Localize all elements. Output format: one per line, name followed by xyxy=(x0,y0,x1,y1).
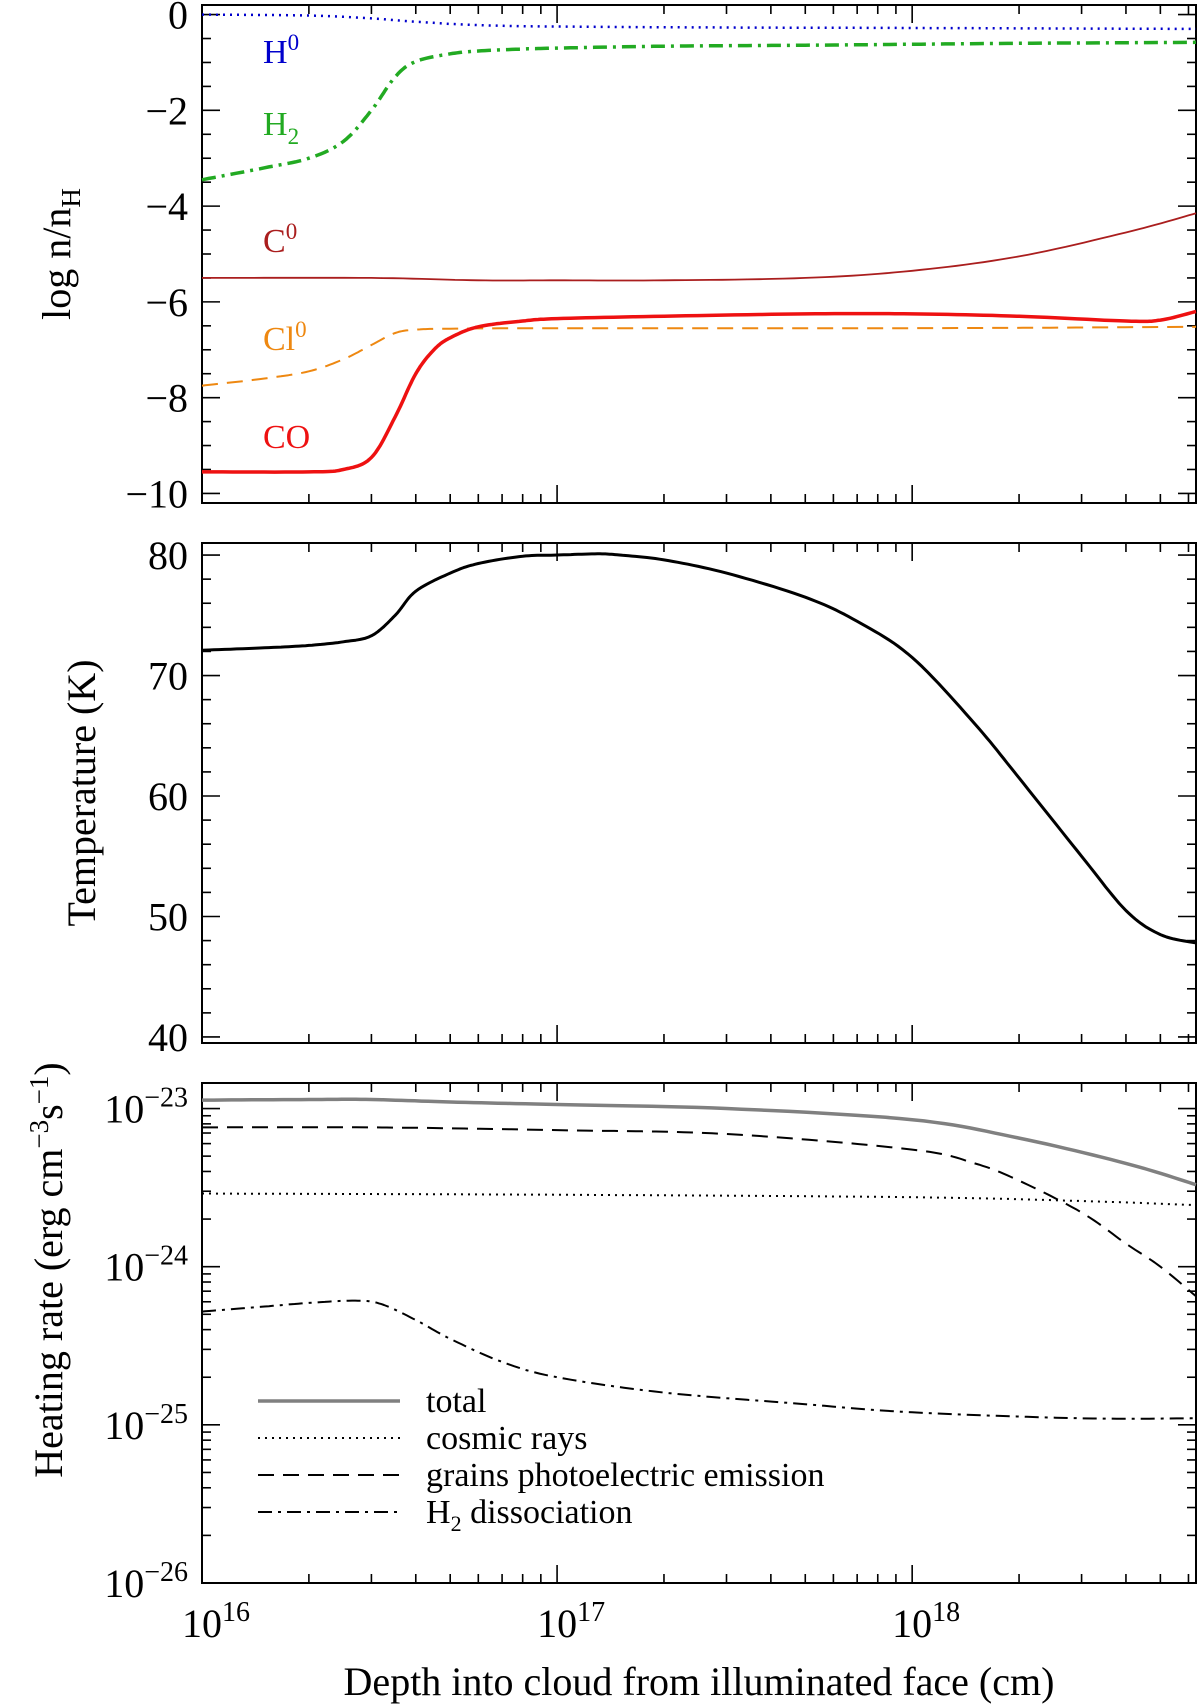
y-tick-label: 80 xyxy=(148,533,188,578)
panel-middle-frame xyxy=(201,542,1197,1044)
legend: total cosmic rays grains photoelectric e… xyxy=(258,1383,824,1536)
legend-label-cosmic-rays: cosmic rays xyxy=(426,1420,587,1457)
y-tick-label: 50 xyxy=(148,894,188,939)
panel-top-ytick-labels: 0 −2 −4 −6 −8 −10 xyxy=(125,0,188,516)
x-tick-label: 1017 xyxy=(537,1597,605,1646)
y-tick-label: −4 xyxy=(145,184,188,229)
species-label-co: CO xyxy=(263,419,310,456)
legend-label-grains: grains photoelectric emission xyxy=(426,1457,824,1494)
series-c0 xyxy=(202,212,1197,282)
y-tick-label: 40 xyxy=(148,1015,188,1060)
species-label-c0: C0 xyxy=(263,219,297,260)
panel-bottom-ytick-labels: 10−23 10−24 10−25 10−26 xyxy=(104,1083,188,1606)
y-tick-label: 10−23 xyxy=(104,1083,188,1132)
panel-heating-rate: 10−23 10−24 10−25 10−26 1016 1017 1018 Heatin… xyxy=(24,1062,1197,1704)
y-tick-label: 10−24 xyxy=(104,1241,188,1290)
panel-middle-ytick-labels: 80 70 60 50 40 xyxy=(148,533,188,1060)
panel-middle-ylabel: Temperature (K) xyxy=(59,659,104,926)
legend-label-h2-dissociation: H2 dissociation xyxy=(426,1494,633,1536)
series-cosmic-rays xyxy=(201,1192,1197,1207)
y-tick-label: −8 xyxy=(145,376,188,421)
panel-top-ylabel: log n/nH xyxy=(34,188,86,320)
y-tick-label: 10−25 xyxy=(104,1399,188,1448)
series-h2-dissociation xyxy=(201,1299,1196,1420)
series-h2 xyxy=(201,40,1197,182)
panel-temperature: 80 70 60 50 40 Temperature (K) xyxy=(59,533,1197,1060)
panel-bottom-frame xyxy=(201,1082,1197,1584)
legend-label-total: total xyxy=(426,1383,486,1420)
y-tick-label: 0 xyxy=(168,0,188,38)
panel-top-frame xyxy=(201,4,1197,504)
y-tick-label: 10−26 xyxy=(104,1557,188,1606)
y-tick-label: 70 xyxy=(148,654,188,699)
x-tick-label: 1018 xyxy=(892,1597,960,1646)
species-label-h2: H2 xyxy=(263,106,299,149)
species-label-cl0: Cl0 xyxy=(263,317,307,358)
series-h0 xyxy=(202,13,1196,31)
panel-bottom-lines xyxy=(201,1097,1197,1420)
x-axis-label: Depth into cloud from illuminated face (… xyxy=(344,1659,1055,1704)
species-label-h0: H0 xyxy=(263,30,299,71)
panel-middle-ticks xyxy=(201,543,1196,1043)
panel-bottom-ylabel: Heating rate (erg cm−3s−1) xyxy=(24,1062,71,1477)
x-tick-label: 1016 xyxy=(182,1597,250,1646)
series-co xyxy=(202,309,1197,474)
panel-bottom-ticks xyxy=(201,1083,1196,1584)
series-total xyxy=(202,1097,1197,1187)
y-tick-label: −6 xyxy=(145,280,188,325)
panel-middle-lines xyxy=(201,552,1197,945)
series-temperature xyxy=(201,552,1197,945)
series-cl0 xyxy=(201,325,1197,387)
y-tick-label: −10 xyxy=(125,471,188,516)
panel-top-ticks xyxy=(201,5,1196,503)
panel-species-abundance: 0 −2 −4 −6 −8 −10 log n/nH H0 H2 C0 Cl0 CO xyxy=(34,0,1197,516)
y-tick-label: −2 xyxy=(145,88,188,133)
panel-top-lines xyxy=(201,13,1197,474)
series-grains-photoelectric-emission xyxy=(202,1126,1197,1298)
panel-bottom-xtick-labels: 1016 1017 1018 xyxy=(182,1597,960,1646)
y-tick-label: 60 xyxy=(148,774,188,819)
